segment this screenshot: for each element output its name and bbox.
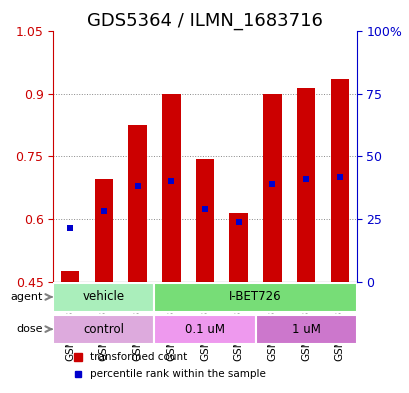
Text: 1 uM: 1 uM [291,323,320,336]
Point [336,174,342,180]
Text: control: control [83,323,124,336]
Bar [195,158,214,281]
Point [134,182,141,189]
Bar [296,88,315,281]
FancyBboxPatch shape [53,283,154,312]
Point [302,176,309,183]
Text: I-BET726: I-BET726 [229,290,281,303]
Bar [94,180,113,281]
Point [268,180,275,187]
FancyBboxPatch shape [255,315,356,344]
Point [67,225,73,231]
Bar [263,94,281,281]
Text: 0.1 uM: 0.1 uM [184,323,225,336]
Bar [128,125,146,281]
Point [168,178,174,185]
Point [201,206,208,212]
Text: dose: dose [17,324,43,334]
Title: GDS5364 / ILMN_1683716: GDS5364 / ILMN_1683716 [87,12,322,30]
FancyBboxPatch shape [154,315,255,344]
Text: vehicle: vehicle [83,290,125,303]
Bar [162,94,180,281]
Bar [330,79,348,281]
Bar [61,271,79,281]
Point [100,208,107,214]
FancyBboxPatch shape [53,315,154,344]
Text: agent: agent [11,292,43,302]
Point [235,219,241,226]
FancyBboxPatch shape [154,283,356,312]
Text: percentile rank within the sample: percentile rank within the sample [90,369,265,379]
Text: transformed count: transformed count [90,352,187,362]
Bar [229,213,247,281]
